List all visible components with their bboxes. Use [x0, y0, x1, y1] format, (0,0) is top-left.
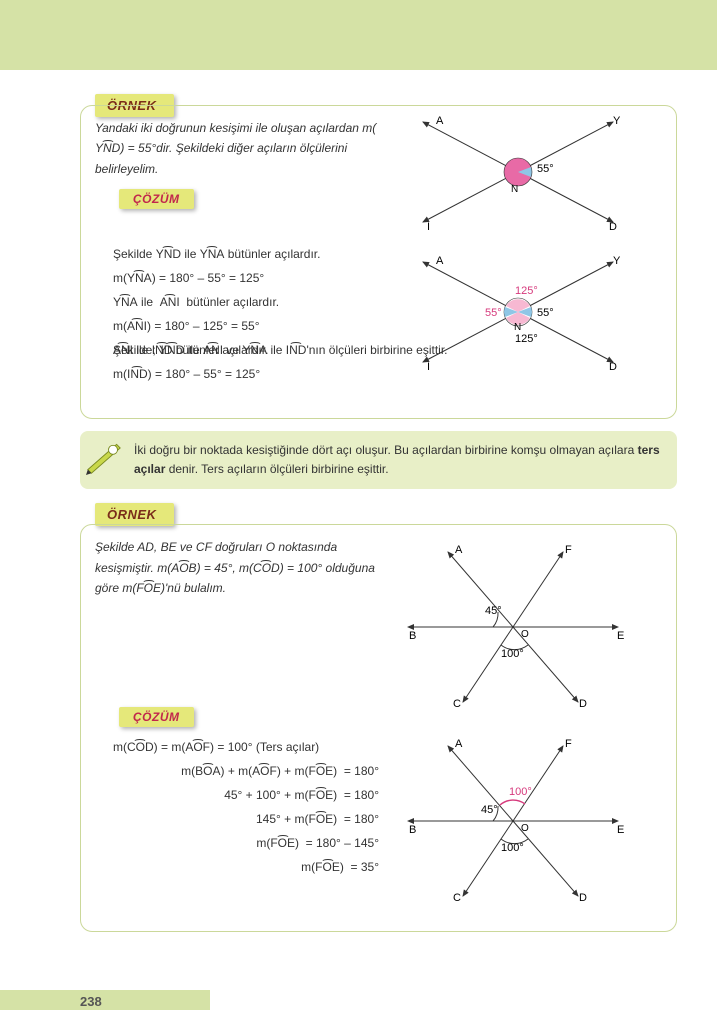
ornek-label-2: ÖRNEK — [95, 503, 174, 526]
svg-text:45°: 45° — [481, 804, 498, 816]
megaphone-icon — [86, 439, 122, 475]
svg-text:I: I — [427, 361, 430, 372]
svg-text:Y: Y — [613, 255, 621, 267]
note-text: İki doğru bir noktada kesiştiğinde dört … — [134, 441, 663, 479]
diagram-1: A Y I D N 55° — [403, 118, 662, 238]
svg-text:B: B — [409, 630, 416, 642]
svg-text:100°: 100° — [501, 842, 524, 854]
svg-text:E: E — [617, 824, 624, 836]
svg-text:A: A — [436, 255, 444, 267]
page: ÖRNEK Yandaki iki doğrunun kesişimi ile … — [0, 0, 717, 1024]
svg-text:F: F — [565, 544, 572, 556]
svg-text:100°: 100° — [509, 786, 532, 798]
example-1-box: Yandaki iki doğrunun kesişimi ile oluşan… — [80, 105, 677, 419]
svg-text:A: A — [455, 544, 463, 556]
header-bar — [0, 0, 717, 70]
svg-text:C: C — [453, 892, 461, 901]
svg-text:55°: 55° — [485, 307, 502, 319]
svg-text:A: A — [455, 738, 463, 750]
svg-text:C: C — [453, 698, 461, 707]
svg-text:D: D — [609, 221, 617, 232]
ex1-solution: Şekilde YND ile YNA bütünler açılardır.m… — [113, 242, 395, 386]
example-2-box: Şekilde AD, BE ve CF doğruları O noktası… — [80, 524, 677, 932]
svg-text:100°: 100° — [501, 648, 524, 660]
svg-text:A: A — [436, 115, 444, 127]
diagram-4: A F B E C D O 45° 100° 100° — [403, 735, 662, 879]
page-foot-bar — [0, 990, 210, 1010]
svg-text:D: D — [579, 892, 587, 901]
ex2-intro: Şekilde AD, BE ve CF doğruları O noktası… — [95, 537, 395, 598]
svg-text:125°: 125° — [515, 285, 538, 297]
svg-text:125°: 125° — [515, 333, 538, 345]
svg-text:O: O — [521, 823, 529, 834]
svg-text:N: N — [511, 184, 518, 195]
cozum-label-2: ÇÖZÜM — [119, 707, 194, 727]
svg-text:45°: 45° — [485, 605, 502, 617]
svg-text:O: O — [521, 629, 529, 640]
svg-text:55°: 55° — [537, 163, 554, 175]
svg-text:I: I — [427, 221, 430, 232]
svg-text:Y: Y — [613, 115, 621, 127]
svg-text:D: D — [609, 361, 617, 372]
diagram-3: A F B E C D O 45° 100° — [403, 537, 662, 707]
svg-text:E: E — [617, 630, 624, 642]
svg-text:N: N — [514, 322, 521, 333]
svg-text:D: D — [579, 698, 587, 707]
ex1-intro: Yandaki iki doğrunun kesişimi ile oluşan… — [95, 118, 395, 179]
svg-text:55°: 55° — [537, 307, 554, 319]
svg-text:B: B — [409, 824, 416, 836]
ex2-solution: m(COD) = m(AOF) = 100° (Ters açılar)m(BO… — [113, 735, 395, 879]
cozum-label: ÇÖZÜM — [119, 189, 194, 209]
diagram-2: A Y I D N 125° 55° 55° 125° — [403, 242, 662, 386]
svg-text:F: F — [565, 738, 572, 750]
page-number: 238 — [80, 994, 102, 1009]
note-box: İki doğru bir noktada kesiştiğinde dört … — [80, 431, 677, 489]
